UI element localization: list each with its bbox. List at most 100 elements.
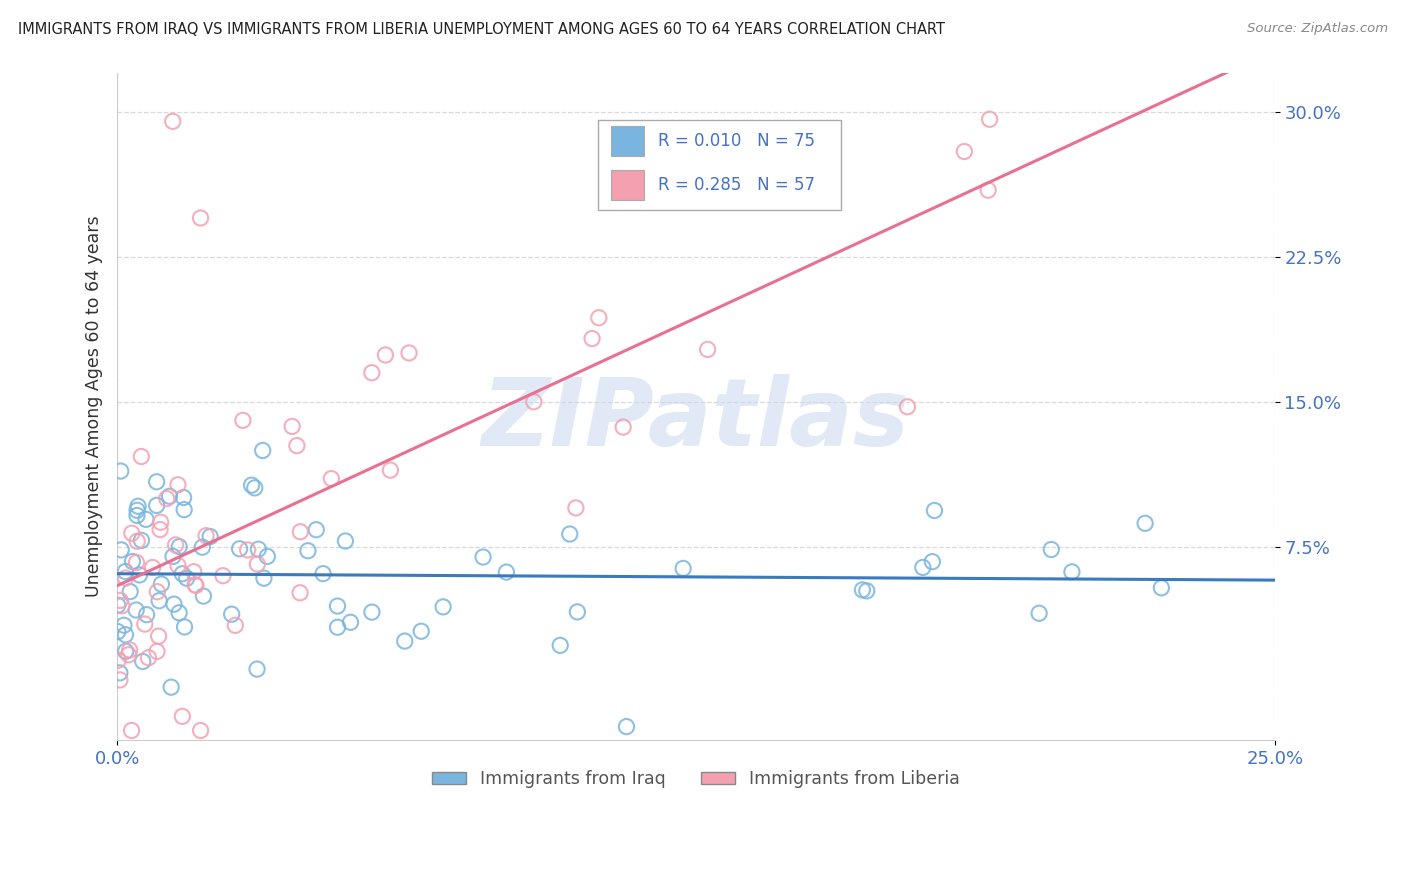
Point [128, 568, 150, 582]
Point [145, 475, 167, 489]
Point [146, 584, 169, 599]
Point [172, 709, 194, 723]
FancyBboxPatch shape [598, 120, 841, 210]
Point [979, 112, 1001, 127]
Point [228, 541, 250, 556]
Point [855, 583, 877, 598]
Point [567, 605, 589, 619]
Point [374, 348, 396, 362]
Point [312, 566, 335, 581]
Point [305, 523, 328, 537]
Point [247, 542, 270, 557]
Point [548, 638, 571, 652]
Point [285, 439, 308, 453]
Point [165, 538, 187, 552]
Point [851, 582, 873, 597]
Point [252, 443, 274, 458]
Point [921, 555, 943, 569]
Point [150, 577, 173, 591]
Point [193, 589, 215, 603]
Point [246, 557, 269, 571]
Point [472, 549, 495, 564]
Point [256, 549, 278, 564]
Point [167, 558, 190, 573]
Point [121, 554, 143, 568]
Point [495, 565, 517, 579]
Point [977, 183, 1000, 197]
Point [114, 571, 136, 585]
Point [121, 723, 143, 738]
Point [361, 605, 384, 619]
Point [146, 644, 169, 658]
Point [581, 332, 603, 346]
Point [326, 620, 349, 634]
Point [221, 607, 243, 622]
Point [148, 593, 170, 607]
Text: R = 0.010   N = 75: R = 0.010 N = 75 [658, 132, 814, 151]
Point [1028, 607, 1050, 621]
Point [110, 464, 132, 478]
Point [108, 673, 131, 687]
Point [167, 606, 190, 620]
Point [411, 624, 433, 639]
Point [224, 618, 246, 632]
Point [117, 648, 139, 662]
Point [149, 523, 172, 537]
Point [114, 565, 136, 579]
FancyBboxPatch shape [612, 169, 644, 200]
Text: R = 0.285   N = 57: R = 0.285 N = 57 [658, 176, 814, 194]
Point [190, 723, 212, 738]
Point [145, 499, 167, 513]
Text: Source: ZipAtlas.com: Source: ZipAtlas.com [1247, 22, 1388, 36]
Point [243, 481, 266, 495]
Point [167, 540, 190, 554]
Point [924, 503, 946, 517]
Point [108, 665, 131, 680]
Point [763, 178, 786, 193]
Point [198, 530, 221, 544]
Point [240, 478, 263, 492]
Point [896, 400, 918, 414]
Legend: Immigrants from Iraq, Immigrants from Liberia: Immigrants from Iraq, Immigrants from Li… [425, 763, 967, 795]
Point [125, 508, 148, 523]
Point [156, 491, 179, 506]
Point [131, 450, 153, 464]
Point [127, 534, 149, 549]
Point [432, 599, 454, 614]
Point [394, 634, 416, 648]
Text: IMMIGRANTS FROM IRAQ VS IMMIGRANTS FROM LIBERIA UNEMPLOYMENT AMONG AGES 60 TO 64: IMMIGRANTS FROM IRAQ VS IMMIGRANTS FROM … [18, 22, 945, 37]
Point [163, 597, 186, 611]
Point [135, 512, 157, 526]
Point [125, 603, 148, 617]
Point [167, 477, 190, 491]
Point [148, 629, 170, 643]
Point [616, 720, 638, 734]
Point [1150, 581, 1173, 595]
Point [172, 566, 194, 581]
Point [125, 556, 148, 570]
Point [162, 549, 184, 564]
Point [1133, 516, 1156, 531]
Point [159, 489, 181, 503]
FancyBboxPatch shape [612, 127, 644, 156]
Point [118, 643, 141, 657]
Point [335, 533, 357, 548]
Point [125, 503, 148, 517]
Point [107, 599, 129, 613]
Point [339, 615, 361, 630]
Point [236, 543, 259, 558]
Text: ZIPatlas: ZIPatlas [482, 374, 910, 466]
Point [612, 420, 634, 434]
Point [953, 145, 976, 159]
Y-axis label: Unemployment Among Ages 60 to 64 years: Unemployment Among Ages 60 to 64 years [86, 216, 103, 598]
Point [132, 655, 155, 669]
Point [120, 584, 142, 599]
Point [232, 413, 254, 427]
Point [142, 560, 165, 574]
Point [672, 561, 695, 575]
Point [288, 586, 311, 600]
Point [191, 540, 214, 554]
Point [212, 568, 235, 582]
Point [246, 662, 269, 676]
Point [134, 617, 156, 632]
